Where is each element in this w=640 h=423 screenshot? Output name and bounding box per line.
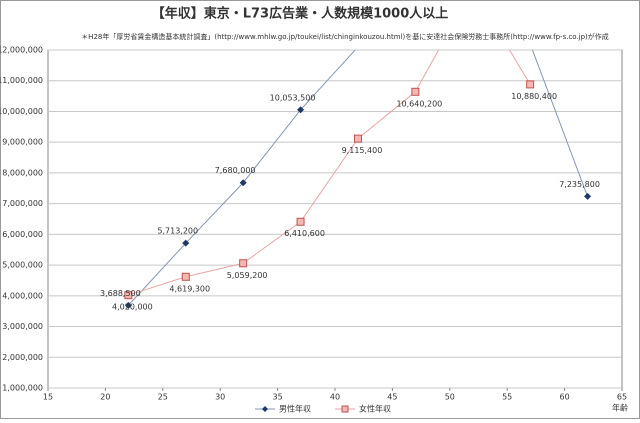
data-label: 4,020,000 — [112, 303, 153, 312]
data-label: 6,410,600 — [284, 229, 325, 238]
data-label: 10,880,400 — [511, 92, 557, 101]
y-tick-label: 6,000,000 — [2, 230, 43, 239]
marker — [239, 179, 247, 187]
data-label: 9,115,400 — [342, 146, 383, 155]
y-tick-label: 8,000,000 — [2, 168, 43, 177]
y-tick-label: 10,000,000 — [0, 107, 43, 116]
x-axis-label: 年齢 — [612, 403, 628, 413]
x-tick-label: 35 — [273, 393, 283, 402]
chart-subtitle: ＊H28年「厚労省賃金構造基本統計調査」(http://www.mhlw.go.… — [81, 32, 609, 41]
y-tick-label: 12,000,000 — [0, 46, 43, 55]
x-tick-label: 25 — [158, 393, 168, 402]
x-tick-label: 45 — [387, 393, 397, 402]
marker — [181, 272, 190, 281]
y-tick-label: 9,000,000 — [2, 138, 43, 147]
legend-marker — [262, 406, 268, 412]
legend-label: 女性年収 — [359, 404, 391, 414]
y-tick-label: 4,000,000 — [2, 291, 43, 300]
marker — [353, 134, 362, 143]
data-label: 3,688,500 — [100, 289, 141, 298]
y-tick-label: 2,000,000 — [2, 353, 43, 362]
marker — [124, 301, 132, 309]
data-label: 7,235,800 — [559, 180, 600, 189]
x-tick-label: 65 — [617, 393, 627, 402]
marker — [239, 259, 248, 268]
y-tick-label: 7,000,000 — [2, 199, 43, 208]
legend-marker — [341, 405, 349, 413]
x-tick-label: 30 — [215, 393, 225, 402]
plot-area — [47, 49, 623, 389]
marker — [357, 50, 359, 51]
data-label: 5,713,200 — [157, 227, 198, 236]
y-tick-label: 3,000,000 — [2, 322, 43, 331]
marker — [584, 192, 592, 200]
data-label: 10,640,200 — [396, 99, 442, 108]
x-tick-label: 60 — [560, 393, 570, 402]
x-tick-label: 50 — [445, 393, 455, 402]
x-tick-label: 40 — [330, 393, 340, 402]
data-label: 5,059,200 — [227, 271, 268, 280]
plot-clip — [124, 50, 592, 309]
y-tick-label: 11,000,000 — [0, 76, 43, 85]
chart-title: 【年収】東京・L73広告業・人数規模1000人以上 — [152, 6, 449, 22]
data-label: 10,053,500 — [270, 93, 316, 102]
series-line — [127, 50, 589, 306]
marker — [182, 239, 190, 247]
x-tick-label: 55 — [502, 393, 512, 402]
marker — [296, 217, 305, 226]
x-tick-label: 15 — [43, 393, 53, 402]
x-tick-label: 20 — [100, 393, 110, 402]
data-label: 4,619,300 — [169, 284, 210, 293]
marker — [526, 80, 535, 89]
data-label: 7,680,000 — [215, 166, 256, 175]
y-tick-label: 1,000,000 — [2, 384, 43, 393]
marker — [297, 106, 305, 114]
legend-label: 男性年収 — [279, 404, 311, 414]
marker — [124, 291, 133, 300]
marker — [411, 87, 420, 96]
series-line — [128, 50, 531, 296]
y-tick-label: 5,000,000 — [2, 261, 43, 270]
